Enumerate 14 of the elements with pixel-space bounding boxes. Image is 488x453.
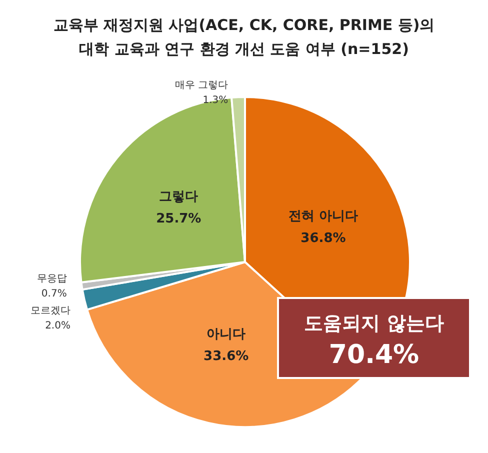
slice-label: 무응답 bbox=[36, 274, 67, 285]
data-label: 33.6% bbox=[204, 348, 249, 364]
slice-label: 아니다 bbox=[206, 326, 246, 342]
data-label: 25.7% bbox=[156, 212, 202, 227]
slice-label: 전혀 아니다 bbox=[288, 208, 358, 224]
data-label: 0.7% bbox=[41, 288, 67, 300]
data-label: 36.8% bbox=[300, 230, 346, 246]
text: 도움되지 않는다 bbox=[304, 312, 444, 334]
data-label: 2.0% bbox=[45, 320, 70, 332]
slice-label: 모르겠다 bbox=[30, 306, 70, 317]
slice-label: 그렇다 bbox=[159, 190, 198, 205]
chart-title: 교육부 재정지원 사업(ACE, CK, CORE, PRIME 등)의 대학 교육과 연구 환경 개선 도움 여부 (n=152) bbox=[53, 16, 435, 58]
slice-label: 매우 그렇다 bbox=[174, 80, 228, 92]
text: 70.4% bbox=[328, 340, 420, 370]
